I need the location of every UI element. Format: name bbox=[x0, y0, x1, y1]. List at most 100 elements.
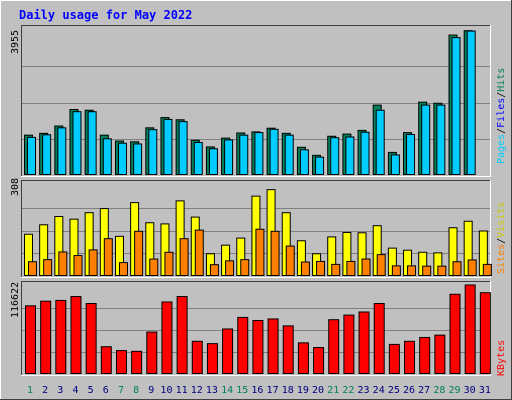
kbytes-legend: KBytes bbox=[496, 340, 507, 376]
pages-bar bbox=[330, 137, 340, 175]
kbytes-bar bbox=[252, 319, 264, 374]
hits-panel: 3955 Pages/Files/Hits bbox=[10, 30, 507, 164]
sites-bar bbox=[300, 261, 310, 277]
pages-bar bbox=[284, 134, 294, 175]
legend-kbytes: KBytes bbox=[496, 340, 507, 376]
legend-sep-2: / bbox=[496, 92, 507, 98]
sites-bar bbox=[285, 245, 295, 276]
day-label: 31 bbox=[479, 385, 491, 396]
kbytes-bar bbox=[479, 292, 491, 375]
kbytes-bar bbox=[25, 305, 36, 374]
kbytes-bar bbox=[388, 343, 400, 375]
day-label: 21 bbox=[327, 385, 339, 396]
day-label: 29 bbox=[448, 385, 460, 396]
kbytes-bar bbox=[115, 350, 127, 375]
kbytes-bar bbox=[40, 300, 52, 374]
day-label: 8 bbox=[133, 385, 139, 396]
day-label: 15 bbox=[236, 385, 248, 396]
day-label: 10 bbox=[160, 385, 172, 396]
hits-plot bbox=[21, 25, 491, 177]
sites-bar bbox=[255, 228, 265, 277]
kbytes-bar bbox=[343, 314, 355, 374]
kbytes-bar bbox=[404, 340, 416, 374]
sites-bar bbox=[437, 265, 447, 276]
pages-bar bbox=[239, 134, 249, 175]
kbytes-bar bbox=[146, 331, 158, 374]
sites-bar bbox=[28, 261, 37, 276]
pages-bar bbox=[163, 118, 173, 175]
sites-bar bbox=[346, 260, 356, 277]
pages-bar bbox=[193, 142, 203, 176]
pages-bar bbox=[42, 134, 52, 175]
sites-bar bbox=[73, 255, 83, 276]
day-label: 12 bbox=[191, 385, 203, 396]
day-label: 28 bbox=[433, 385, 445, 396]
sites-bar bbox=[407, 265, 417, 277]
sites-bar bbox=[331, 263, 341, 276]
chart-title: Daily usage for May 2022 bbox=[19, 8, 192, 22]
kbytes-ymax-label: 116622 bbox=[10, 282, 21, 318]
kbytes-bar bbox=[464, 284, 476, 374]
day-label: 3 bbox=[57, 385, 63, 396]
hits-legend: Pages/Files/Hits bbox=[496, 68, 507, 164]
day-label: 26 bbox=[403, 385, 415, 396]
sites-bar bbox=[361, 258, 371, 276]
sites-bar bbox=[194, 229, 204, 276]
sites-bar bbox=[209, 264, 219, 277]
day-label: 17 bbox=[267, 385, 279, 396]
kbytes-bar bbox=[55, 299, 67, 374]
sites-bar bbox=[118, 262, 128, 277]
kbytes-bar bbox=[449, 293, 461, 374]
sites-bar bbox=[134, 230, 144, 276]
pages-bar bbox=[390, 154, 400, 175]
sites-bar bbox=[391, 265, 401, 277]
pages-bar bbox=[178, 121, 188, 175]
kbytes-plot bbox=[21, 281, 491, 376]
kbytes-bar bbox=[70, 296, 82, 375]
day-label: 22 bbox=[342, 385, 354, 396]
sites-bar bbox=[422, 265, 432, 276]
sites-bar bbox=[467, 259, 477, 277]
pages-bar bbox=[269, 128, 279, 176]
day-axis: 1 2 3 4 5 6 7 8 9 10 11 12 13 14 15 16 17 18 19 20 21 22 23 24 2… bbox=[27, 385, 491, 396]
sites-bar bbox=[482, 263, 492, 276]
pages-bar bbox=[27, 136, 36, 175]
legend-pages: Pages bbox=[496, 134, 507, 164]
sites-bar bbox=[240, 259, 250, 276]
day-label: 14 bbox=[221, 385, 233, 396]
hits-ymax-label: 3955 bbox=[10, 30, 21, 54]
pages-bar bbox=[315, 156, 325, 176]
day-label: 30 bbox=[464, 385, 476, 396]
legend-sep-3: / bbox=[496, 238, 507, 244]
legend-hits: Hits bbox=[496, 68, 507, 92]
visits-ymax-label: 308 bbox=[10, 178, 21, 196]
day-label: 1 bbox=[27, 385, 33, 396]
pages-bar bbox=[466, 30, 476, 175]
kbytes-bar bbox=[328, 319, 340, 374]
kbytes-bar bbox=[297, 342, 309, 374]
kbytes-bar bbox=[85, 303, 97, 375]
sites-bar bbox=[88, 249, 98, 276]
day-label: 16 bbox=[251, 385, 263, 396]
day-label: 11 bbox=[176, 385, 188, 396]
pages-bar bbox=[57, 127, 67, 176]
pages-bar bbox=[421, 104, 431, 175]
pages-bar bbox=[345, 136, 355, 175]
pages-bar bbox=[254, 132, 264, 176]
legend-files: Files bbox=[496, 98, 507, 128]
kbytes-bar bbox=[358, 311, 370, 375]
day-label: 5 bbox=[88, 385, 94, 396]
kbytes-bar bbox=[313, 346, 325, 374]
kbytes-bar bbox=[191, 340, 203, 374]
kbytes-bar bbox=[206, 343, 218, 375]
sites-bar bbox=[58, 251, 68, 277]
sites-bar bbox=[316, 260, 326, 277]
sites-bar bbox=[376, 254, 386, 277]
sites-bar bbox=[452, 261, 462, 276]
visits-panel: 308 Sites/Visits bbox=[10, 178, 507, 274]
day-label: 18 bbox=[282, 385, 294, 396]
pages-bar bbox=[436, 104, 446, 175]
pages-bar bbox=[148, 129, 158, 175]
kbytes-bar bbox=[100, 346, 112, 374]
pages-bar bbox=[72, 111, 82, 175]
